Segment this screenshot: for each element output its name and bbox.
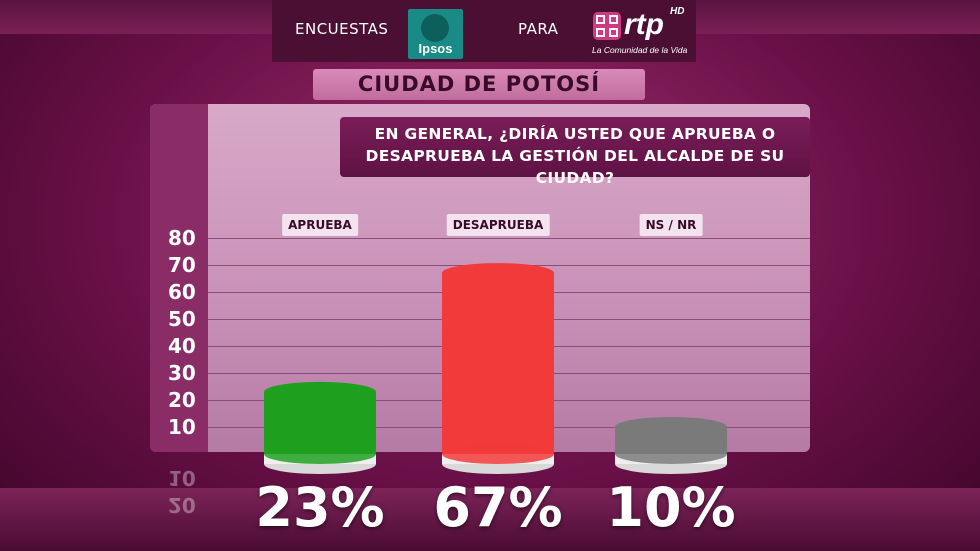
- ipsos-logo: Ipsos: [408, 9, 463, 59]
- question-line-2: DESAPRUEBA LA GESTIÓN DEL ALCALDE DE SU …: [365, 147, 785, 187]
- category-label: APRUEBA: [282, 214, 358, 236]
- value-label: 67%: [433, 476, 563, 539]
- bar-top-cap: [615, 417, 727, 437]
- category-label: NS / NR: [639, 214, 703, 236]
- rtp-tagline: La Comunidad de la Vida: [592, 45, 688, 55]
- rtp-hd-badge: HD: [670, 6, 685, 17]
- bar-top-cap: [264, 381, 376, 402]
- y-tick-label: 10: [168, 415, 196, 439]
- ipsos-logo-text: Ipsos: [418, 41, 453, 56]
- rtp-logo: rtp HD La Comunidad de la Vida: [590, 6, 700, 58]
- ipsos-face-icon: [421, 14, 449, 42]
- question-line-1: EN GENERAL, ¿DIRÍA USTED QUE APRUEBA O: [374, 125, 776, 143]
- city-title: CIUDAD DE POTOSÍ: [313, 69, 645, 100]
- y-tick-label: 30: [168, 361, 196, 385]
- y-tick-label: 40: [168, 334, 196, 358]
- bar-top-cap: [442, 263, 554, 284]
- bar-1: [442, 273, 554, 454]
- para-label: PARA: [518, 20, 559, 38]
- gridline: [208, 238, 810, 239]
- y-tick-label: 50: [168, 307, 196, 331]
- value-label: 23%: [255, 476, 385, 539]
- y-tick-label: 70: [168, 253, 196, 277]
- value-label: 10%: [606, 476, 736, 539]
- bar-bottom-cap: [442, 444, 554, 464]
- category-label: DESAPRUEBA: [446, 214, 550, 236]
- reflected-tick: 10: [168, 466, 196, 490]
- encuestas-label: ENCUESTAS: [295, 20, 389, 38]
- rtp-emblem-icon: [593, 12, 621, 40]
- question-box: EN GENERAL, ¿DIRÍA USTED QUE APRUEBA O D…: [340, 117, 810, 187]
- axis-strip: [150, 104, 208, 452]
- reflected-tick: 20: [168, 493, 196, 517]
- y-tick-label: 60: [168, 280, 196, 304]
- bar-bottom-cap: [264, 444, 376, 464]
- bar-0: [264, 391, 376, 454]
- y-tick-label: 20: [168, 388, 196, 412]
- bottom-band: [0, 488, 980, 551]
- header-bar: [272, 0, 696, 62]
- rtp-logo-text: rtp: [624, 8, 664, 41]
- bar-bottom-cap: [615, 444, 727, 464]
- y-tick-label: 80: [168, 226, 196, 250]
